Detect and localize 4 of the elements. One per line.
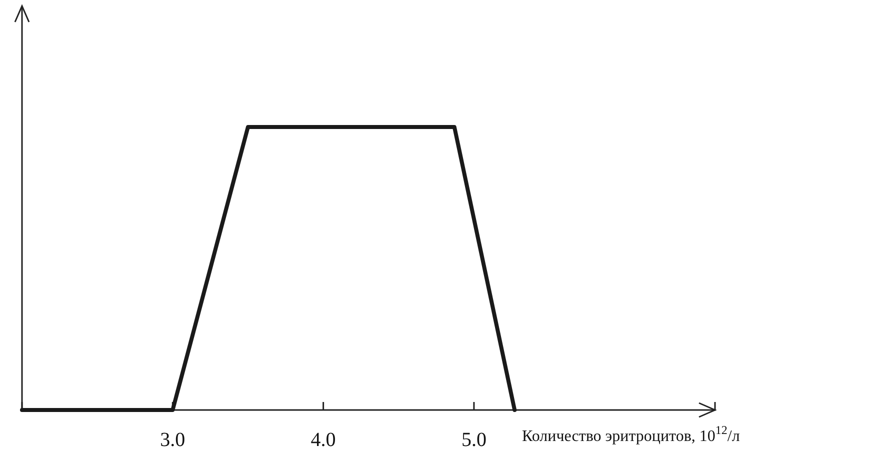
x-tick-label: 4.0 [310,429,336,452]
x-tick-label: 3.0 [160,429,186,452]
x-axis-title: Количество эритроцитов, 10$^{12}$/л [522,423,740,445]
x-tick-label: 5.0 [461,429,486,452]
